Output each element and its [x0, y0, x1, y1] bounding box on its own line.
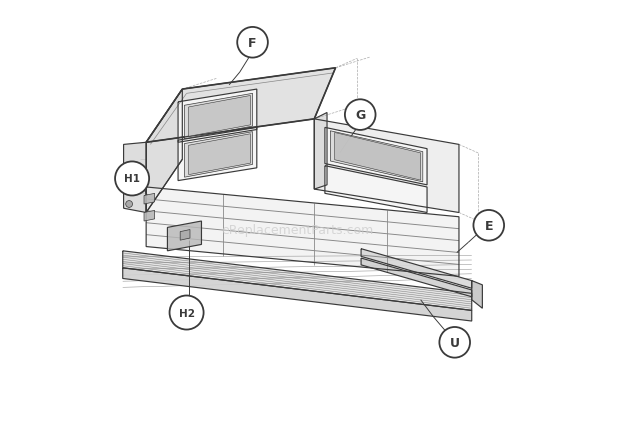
Circle shape — [440, 327, 470, 358]
Circle shape — [474, 210, 504, 241]
Text: H2: H2 — [179, 308, 195, 318]
Polygon shape — [123, 143, 146, 213]
Polygon shape — [123, 251, 472, 311]
Polygon shape — [314, 113, 327, 190]
Circle shape — [126, 167, 133, 174]
Polygon shape — [146, 69, 335, 143]
Polygon shape — [184, 94, 252, 140]
Polygon shape — [144, 194, 154, 204]
Circle shape — [345, 100, 376, 131]
Text: E: E — [484, 219, 493, 232]
Polygon shape — [178, 128, 257, 181]
Polygon shape — [361, 259, 472, 297]
Text: F: F — [248, 37, 257, 50]
Polygon shape — [146, 187, 459, 277]
Polygon shape — [325, 128, 427, 185]
Polygon shape — [178, 90, 257, 143]
Polygon shape — [180, 230, 190, 241]
Polygon shape — [188, 96, 250, 137]
Text: eReplacementParts.com: eReplacementParts.com — [221, 224, 373, 236]
Polygon shape — [146, 90, 182, 213]
Text: G: G — [355, 109, 365, 122]
Text: U: U — [450, 336, 459, 349]
Text: H1: H1 — [124, 174, 140, 184]
Polygon shape — [144, 211, 154, 222]
Circle shape — [126, 184, 133, 191]
Circle shape — [126, 201, 133, 208]
Circle shape — [115, 162, 149, 196]
Polygon shape — [167, 222, 202, 251]
Polygon shape — [361, 249, 472, 288]
Polygon shape — [314, 120, 459, 213]
Polygon shape — [123, 268, 472, 321]
Circle shape — [237, 28, 268, 58]
Polygon shape — [472, 281, 482, 308]
Polygon shape — [184, 132, 252, 178]
Circle shape — [169, 296, 203, 330]
Polygon shape — [325, 166, 427, 213]
Polygon shape — [188, 135, 250, 175]
Polygon shape — [330, 132, 423, 182]
Polygon shape — [335, 133, 420, 181]
Polygon shape — [146, 69, 335, 143]
